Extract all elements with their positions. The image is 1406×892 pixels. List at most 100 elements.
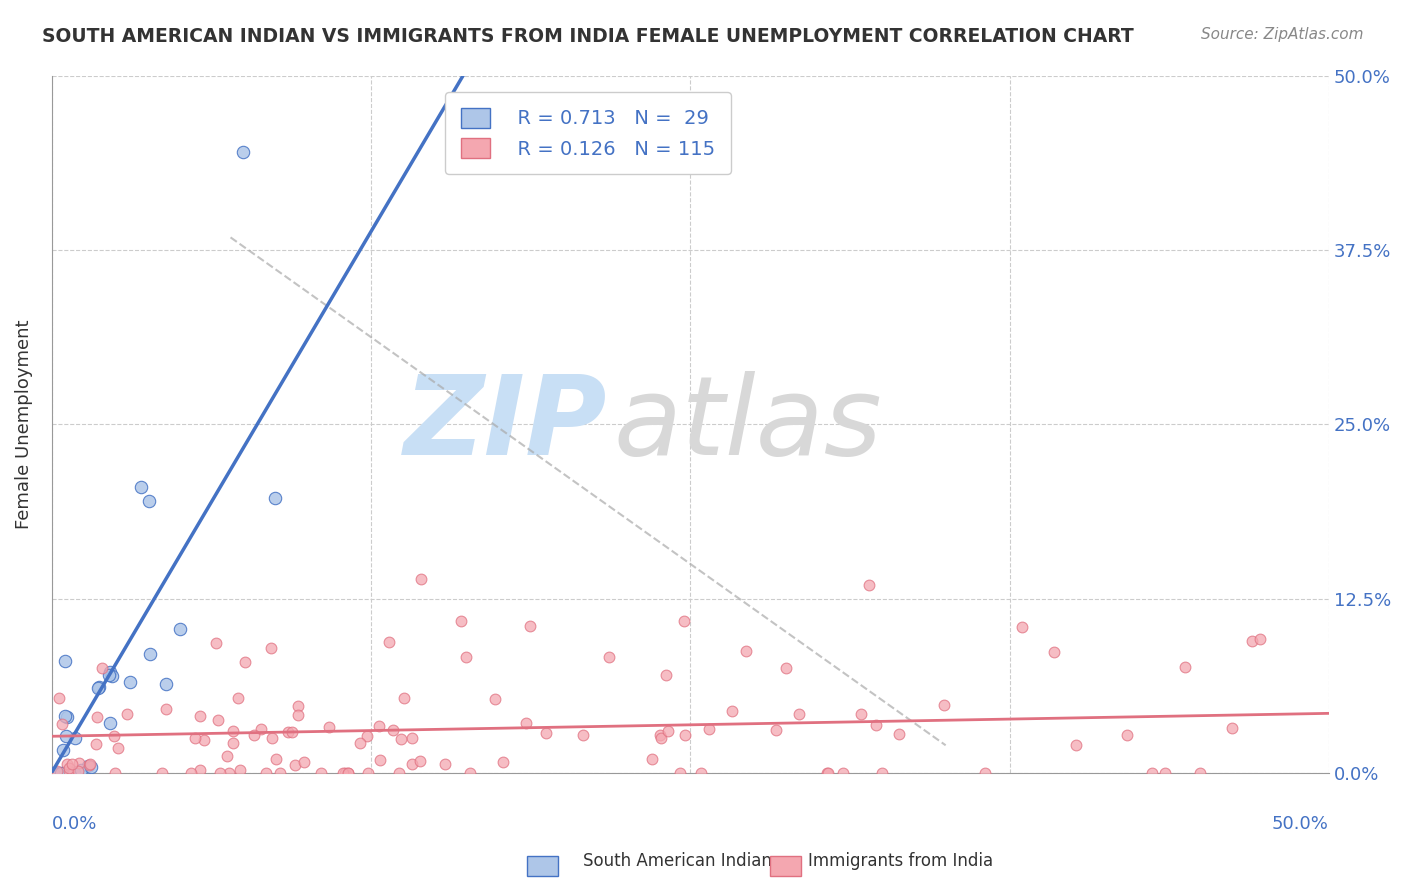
Point bbox=[368, 719, 391, 733]
Point bbox=[450, 615, 472, 629]
Point bbox=[765, 723, 787, 737]
Point bbox=[56, 710, 79, 724]
Point bbox=[491, 756, 513, 770]
Point bbox=[454, 650, 477, 665]
Point bbox=[56, 756, 79, 771]
Point bbox=[1241, 633, 1264, 648]
Point bbox=[735, 643, 758, 657]
Point bbox=[934, 698, 956, 712]
Point bbox=[77, 757, 100, 772]
Y-axis label: Female Unemployment: Female Unemployment bbox=[15, 319, 32, 529]
Point bbox=[262, 731, 284, 745]
Point bbox=[76, 759, 98, 773]
Point bbox=[484, 691, 506, 706]
Point bbox=[368, 753, 391, 767]
Point bbox=[42, 766, 65, 780]
Point bbox=[152, 766, 174, 780]
Point bbox=[974, 766, 997, 780]
Point bbox=[409, 754, 432, 768]
Point bbox=[337, 766, 360, 780]
Point bbox=[98, 665, 121, 679]
Point bbox=[46, 764, 69, 778]
Point bbox=[311, 765, 333, 780]
Point bbox=[1249, 632, 1271, 647]
Point bbox=[155, 677, 177, 691]
Point bbox=[1140, 766, 1163, 780]
Point bbox=[1154, 766, 1177, 780]
Point bbox=[815, 766, 838, 780]
Point bbox=[817, 766, 839, 780]
Point bbox=[84, 737, 107, 751]
Point bbox=[209, 766, 232, 780]
Point bbox=[98, 668, 121, 682]
Point bbox=[229, 763, 252, 777]
Point bbox=[51, 766, 73, 780]
Point bbox=[207, 714, 229, 728]
Point bbox=[1064, 738, 1087, 752]
Point bbox=[249, 722, 271, 736]
Point bbox=[775, 660, 797, 674]
Point bbox=[51, 717, 73, 731]
Point bbox=[887, 727, 910, 741]
Point bbox=[654, 668, 676, 682]
Text: South American Indians: South American Indians bbox=[583, 852, 782, 870]
Point bbox=[67, 764, 90, 778]
Point bbox=[243, 728, 266, 742]
Point bbox=[86, 710, 108, 724]
Point bbox=[434, 757, 457, 772]
Text: ZIP: ZIP bbox=[404, 371, 607, 478]
Point bbox=[53, 654, 76, 668]
Point bbox=[90, 660, 112, 674]
Point bbox=[87, 681, 110, 696]
Point bbox=[218, 766, 240, 780]
Point bbox=[648, 728, 671, 742]
Point bbox=[458, 766, 481, 780]
Point bbox=[55, 729, 77, 743]
Point bbox=[401, 756, 423, 771]
Point bbox=[222, 723, 245, 738]
Point bbox=[254, 766, 277, 780]
Point bbox=[190, 764, 212, 778]
Point bbox=[1011, 620, 1033, 634]
Point bbox=[217, 748, 239, 763]
Point bbox=[332, 766, 354, 780]
Point bbox=[519, 619, 541, 633]
Point bbox=[233, 655, 256, 669]
Point bbox=[287, 707, 309, 722]
Point bbox=[70, 763, 93, 777]
Point bbox=[872, 766, 894, 780]
Point bbox=[205, 636, 228, 650]
Text: Immigrants from India: Immigrants from India bbox=[808, 852, 994, 870]
Point bbox=[62, 766, 84, 780]
Text: 50.0%: 50.0% bbox=[1272, 815, 1329, 833]
Point bbox=[79, 756, 101, 771]
Point bbox=[226, 691, 249, 706]
Text: SOUTH AMERICAN INDIAN VS IMMIGRANTS FROM INDIA FEMALE UNEMPLOYMENT CORRELATION C: SOUTH AMERICAN INDIAN VS IMMIGRANTS FROM… bbox=[42, 27, 1133, 45]
Point bbox=[48, 690, 70, 705]
Point bbox=[389, 732, 412, 747]
Point bbox=[101, 668, 124, 682]
Point bbox=[721, 704, 744, 718]
Point bbox=[277, 725, 299, 739]
Point bbox=[67, 756, 90, 770]
Text: 0.0%: 0.0% bbox=[52, 815, 97, 833]
Point bbox=[269, 766, 291, 780]
Point bbox=[409, 572, 432, 586]
Text: atlas: atlas bbox=[613, 371, 882, 478]
Point bbox=[349, 736, 371, 750]
Point bbox=[104, 766, 127, 780]
Point bbox=[53, 709, 76, 723]
Point bbox=[318, 720, 340, 734]
Point bbox=[831, 766, 853, 780]
Point bbox=[120, 674, 142, 689]
Point bbox=[598, 649, 620, 664]
Point bbox=[89, 680, 111, 694]
Point bbox=[180, 766, 202, 780]
Point bbox=[169, 622, 191, 636]
Point bbox=[193, 732, 215, 747]
Point bbox=[392, 691, 415, 706]
Point bbox=[139, 647, 162, 661]
Point bbox=[337, 766, 360, 780]
Point bbox=[100, 716, 122, 731]
Point bbox=[184, 731, 207, 746]
